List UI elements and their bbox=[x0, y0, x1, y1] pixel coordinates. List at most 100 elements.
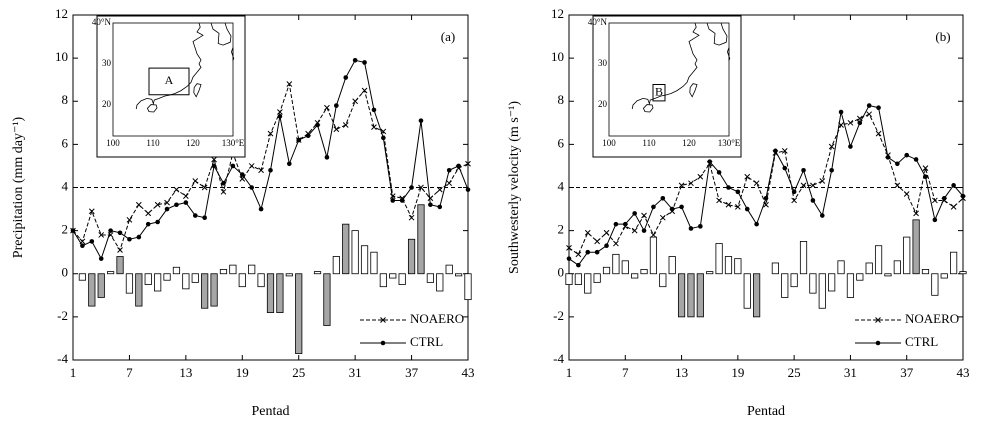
point bbox=[669, 206, 675, 212]
region-box bbox=[148, 67, 190, 96]
inset-frame bbox=[608, 22, 730, 137]
bar bbox=[351, 230, 359, 275]
bar bbox=[903, 236, 911, 275]
point bbox=[211, 163, 217, 169]
point bbox=[89, 239, 95, 244]
inset-lon-label: 130°E bbox=[222, 138, 245, 148]
point bbox=[950, 204, 957, 210]
point bbox=[828, 143, 835, 150]
point bbox=[173, 186, 180, 193]
point bbox=[613, 221, 619, 227]
point bbox=[239, 172, 245, 177]
bar bbox=[696, 273, 704, 318]
point bbox=[941, 195, 947, 201]
point bbox=[352, 98, 358, 105]
point bbox=[876, 105, 881, 111]
point bbox=[315, 122, 320, 128]
y-tick-label: -2 bbox=[57, 308, 68, 323]
point bbox=[390, 198, 396, 203]
point bbox=[80, 243, 85, 249]
point bbox=[343, 75, 349, 80]
bar bbox=[445, 264, 453, 275]
coastline bbox=[726, 47, 731, 62]
point bbox=[932, 197, 938, 204]
point bbox=[361, 87, 368, 94]
inset-bg bbox=[96, 15, 246, 158]
bar bbox=[172, 266, 181, 275]
inset-lon-label: 120 bbox=[186, 138, 200, 148]
point bbox=[819, 213, 825, 218]
point bbox=[688, 180, 694, 187]
bar bbox=[219, 269, 228, 275]
x-tick-label: 19 bbox=[236, 365, 249, 380]
point bbox=[183, 193, 189, 199]
point bbox=[305, 133, 311, 139]
point bbox=[465, 187, 471, 192]
bar bbox=[398, 273, 406, 285]
y-tick-label: -2 bbox=[553, 308, 564, 323]
bar bbox=[631, 273, 639, 279]
point bbox=[697, 173, 704, 180]
bar bbox=[865, 262, 873, 275]
point bbox=[631, 227, 638, 234]
y-tick-label: 8 bbox=[62, 92, 69, 107]
point bbox=[258, 167, 264, 174]
point bbox=[650, 232, 657, 238]
bar bbox=[323, 273, 331, 326]
point bbox=[249, 185, 254, 190]
inset-lat-label: 20 bbox=[102, 99, 112, 109]
point bbox=[903, 191, 910, 197]
point bbox=[641, 228, 647, 233]
bar bbox=[257, 273, 265, 288]
point bbox=[688, 226, 694, 231]
point bbox=[781, 147, 788, 154]
point bbox=[145, 221, 151, 227]
point bbox=[465, 160, 471, 167]
legend-marker bbox=[875, 317, 881, 323]
point bbox=[726, 185, 731, 190]
point bbox=[135, 201, 142, 208]
point bbox=[904, 152, 910, 158]
point bbox=[810, 182, 816, 189]
point bbox=[744, 173, 751, 180]
bar bbox=[921, 269, 930, 275]
bar bbox=[97, 273, 105, 298]
point bbox=[584, 229, 591, 236]
inset-lat-label: 30 bbox=[598, 58, 608, 68]
point bbox=[819, 178, 826, 184]
bar bbox=[360, 245, 369, 275]
inset-lat-label: 40°N bbox=[92, 17, 112, 27]
point bbox=[622, 221, 628, 227]
bar bbox=[426, 273, 434, 283]
point bbox=[334, 103, 339, 108]
coastline bbox=[642, 104, 654, 113]
bar bbox=[743, 273, 751, 309]
point bbox=[744, 206, 750, 212]
point bbox=[287, 161, 292, 167]
bar bbox=[88, 273, 96, 307]
point bbox=[725, 201, 732, 208]
point bbox=[651, 204, 656, 210]
point bbox=[829, 167, 834, 173]
point bbox=[98, 232, 105, 238]
bar bbox=[276, 273, 284, 313]
legend-label: CTRL bbox=[410, 334, 443, 349]
inset-lon-label: 100 bbox=[602, 138, 616, 148]
point bbox=[117, 247, 123, 253]
x-tick-label: 43 bbox=[462, 365, 475, 380]
point bbox=[613, 240, 619, 247]
point bbox=[333, 126, 340, 133]
bar bbox=[715, 243, 723, 275]
point bbox=[352, 57, 358, 63]
bar bbox=[125, 273, 134, 294]
coastline bbox=[193, 83, 202, 98]
bar bbox=[144, 273, 152, 285]
point bbox=[437, 204, 443, 210]
point bbox=[286, 81, 293, 87]
bar bbox=[893, 260, 901, 275]
bar bbox=[940, 273, 948, 279]
point bbox=[164, 206, 170, 212]
x-tick-label: 37 bbox=[900, 365, 914, 380]
x-tick-label: 7 bbox=[126, 365, 133, 380]
point bbox=[875, 130, 882, 137]
